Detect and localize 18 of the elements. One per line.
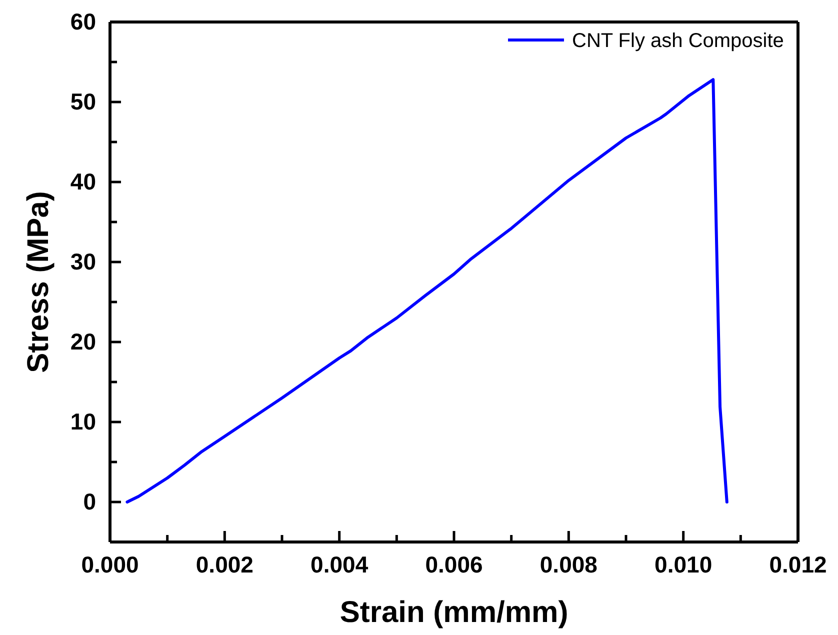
x-tick-label: 0.000 — [81, 551, 139, 578]
y-tick-label: 50 — [70, 88, 96, 114]
line-series — [126, 78, 728, 504]
y-tick-label: 10 — [70, 408, 96, 434]
y-tick-label: 0 — [83, 488, 96, 514]
y-tick-label: 40 — [70, 168, 96, 194]
legend-label: CNT Fly ash Composite — [572, 30, 784, 52]
y-tick-label: 60 — [70, 8, 96, 34]
y-tick-label: 30 — [70, 248, 96, 274]
x-tick-label: 0.002 — [196, 551, 254, 578]
x-axis-title: Strain (mm/mm) — [340, 596, 568, 629]
x-tick-label: 0.008 — [540, 551, 598, 578]
x-tick-label: 0.012 — [769, 551, 827, 578]
x-tick-label: 0.010 — [654, 551, 712, 578]
y-tick-label: 20 — [70, 328, 96, 354]
x-tick-label: 0.004 — [310, 551, 368, 578]
x-tick-label: 0.006 — [425, 551, 483, 578]
y-axis-title: Stress (MPa) — [22, 191, 55, 373]
